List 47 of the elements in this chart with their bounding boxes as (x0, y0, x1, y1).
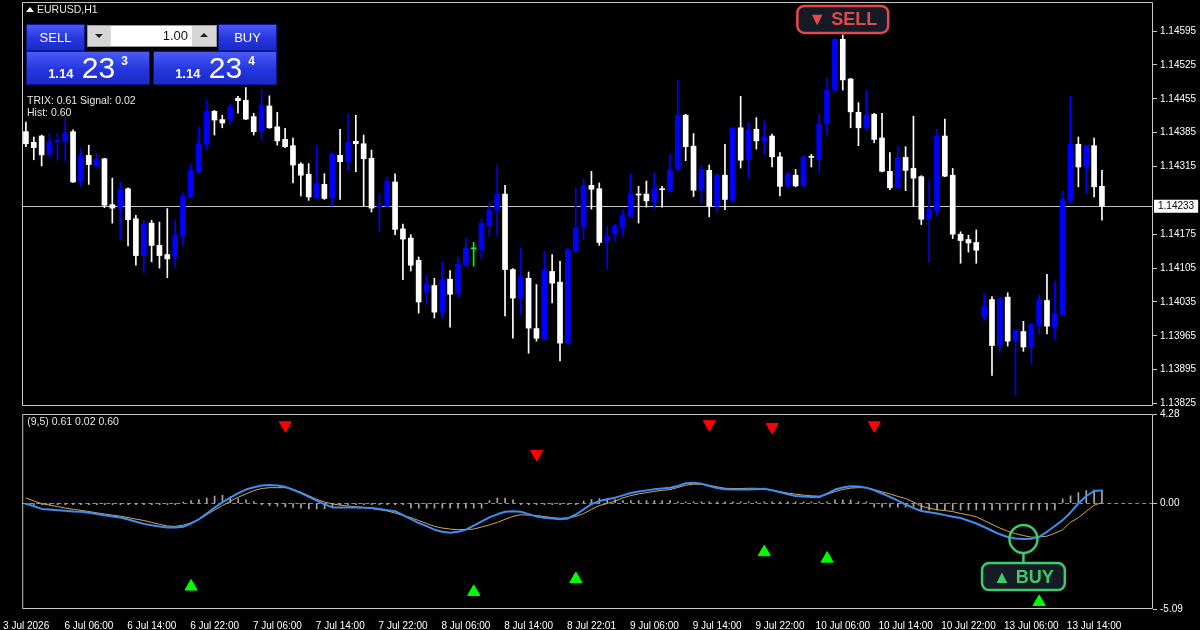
chart-title: EURUSD,H1 (37, 3, 98, 16)
y-tick-label: 1.14595 (1160, 24, 1197, 36)
x-tick-label: 6 Jul 14:00 (127, 619, 177, 630)
x-tick-label: 13 Jul 06:00 (1004, 619, 1059, 630)
button: BUY (218, 24, 277, 51)
annotation: 1.14 23$^{3}$ (48, 51, 128, 84)
y-tick-label: 1.14035 (1160, 295, 1197, 307)
y-tick-label: 1.14175 (1160, 227, 1197, 239)
y-tick-label: 1.14525 (1160, 58, 1197, 70)
x-tick-label: 6 Jul 22:00 (190, 619, 240, 630)
x-tick-label: 9 Jul 22:00 (755, 619, 805, 630)
button: SELL (26, 24, 85, 51)
y-tick-label: 1.14455 (1160, 92, 1197, 104)
y-tick-label: 4.28 (1160, 407, 1180, 419)
chart-title: (9,5) 0.61 0.02 0.60 (27, 415, 120, 428)
annotation: 1.00 (111, 26, 192, 46)
y-tick-label: 1.13895 (1160, 363, 1197, 375)
x-tick-label: 7 Jul 22:00 (378, 619, 428, 630)
y-tick-label: 0.00 (1160, 496, 1180, 508)
x-tick-label: 9 Jul 14:00 (692, 619, 743, 630)
y-tick-label: 1.14385 (1160, 126, 1197, 138)
price-box: 1.14 23$^{4}$ (153, 51, 277, 85)
y-tick-label: 1.14315 (1160, 160, 1197, 172)
y-tick-label: -5.09 (1160, 602, 1184, 614)
y-tick-label: 1.13825 (1160, 397, 1197, 409)
ref-line-label: 1.14233 (1158, 200, 1195, 212)
x-tick-label: 3 Jul 2026 (3, 619, 50, 630)
spin-box: 1.00 (87, 25, 217, 47)
x-tick-label: 6 Jul 06:00 (64, 619, 114, 630)
x-tick-label: 9 Jul 06:00 (629, 619, 680, 630)
annotation: TRIX: 0.61 Signal: 0.02 (27, 94, 136, 106)
annotation: 1.14 23$^{4}$ (175, 51, 255, 84)
x-tick-label: 8 Jul 14:00 (504, 619, 554, 630)
annotation: ▲ BUY (993, 566, 1054, 587)
x-tick-label: 10 Jul 14:00 (878, 619, 934, 630)
x-tick-label: 7 Jul 14:00 (315, 619, 366, 630)
x-tick-label: 10 Jul 22:00 (941, 619, 997, 630)
x-tick-label: 7 Jul 06:00 (252, 619, 303, 630)
price-box: 1.14 23$^{3}$ (26, 51, 150, 85)
x-tick-label: 10 Jul 06:00 (815, 619, 871, 630)
x-tick-label: 8 Jul 06:00 (441, 619, 491, 630)
x-tick-label: 8 Jul 22:01 (567, 619, 617, 630)
x-tick-label: 13 Jul 14:00 (1066, 619, 1122, 630)
annotation: ▼ SELL (808, 9, 878, 30)
y-tick-label: 1.14105 (1160, 261, 1197, 273)
annotation: Hist: 0.60 (27, 106, 72, 118)
y-tick-label: 1.13965 (1160, 329, 1197, 341)
